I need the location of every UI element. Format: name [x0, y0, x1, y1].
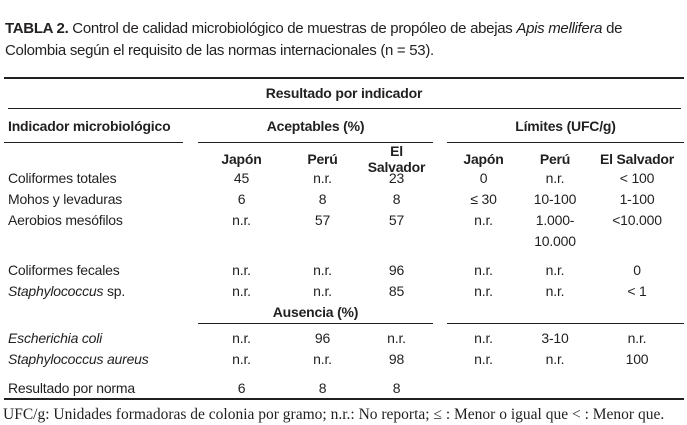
acceptables-underline	[198, 142, 433, 143]
row-label: Mohos y levaduras	[8, 191, 123, 207]
acceptables-group-header: Aceptables (%)	[266, 117, 365, 134]
group-underline-rules	[4, 142, 684, 143]
cell: 23	[388, 170, 405, 186]
indicator-underline	[4, 142, 183, 143]
country-subheader-row: Japón Perú El Salvador Japón Perú El Sal…	[4, 143, 684, 175]
table-row: Coliformes fecales n.r. n.r. 96 n.r. n.r…	[4, 260, 684, 281]
cell: 8	[318, 380, 327, 396]
cell: n.r.	[545, 351, 565, 367]
subheader-limits-japon: Japón	[463, 151, 504, 167]
row-label: Aerobios mesófilos	[8, 212, 123, 228]
row-label: Coliformes totales	[8, 170, 117, 186]
cell: < 100	[619, 170, 655, 186]
indicator-column-header: Indicador microbiológico	[8, 117, 171, 134]
limits-underline	[447, 142, 684, 143]
cell: n.r.	[474, 212, 493, 228]
paper-table-page: TABLA 2. Control de calidad microbiológi…	[0, 15, 687, 424]
cell: 8	[318, 191, 327, 207]
absence-section-header: Ausencia (%)	[272, 304, 359, 320]
subheader-acceptables-peru: Perú	[307, 151, 338, 167]
cell: n.r.	[474, 330, 493, 346]
cell: 96	[314, 330, 331, 346]
group-header-row: Indicador microbiológico Aceptables (%) …	[4, 109, 684, 142]
cell: n.r.	[313, 351, 332, 367]
cell: 1-100	[619, 191, 655, 207]
data-table: Resultado por indicador Indicador microb…	[4, 79, 684, 398]
cell: <10.000	[612, 212, 662, 228]
row-label: Coliformes fecales	[8, 262, 120, 278]
cell: n.r.	[313, 170, 332, 186]
cell: n.r.	[545, 170, 565, 186]
table-number: TABLA 2.	[5, 20, 69, 37]
cell: n.r.	[232, 351, 251, 367]
table-top-rule	[4, 77, 684, 79]
caption-text-pre: Control de calidad microbiológico de mue…	[68, 20, 517, 37]
cell: 10-100	[533, 191, 577, 207]
cell: n.r.	[474, 283, 493, 299]
table-row: Staphylococcus aureus n.r. n.r. 98 n.r. …	[4, 349, 684, 370]
section-header-row: Ausencia (%)	[4, 302, 684, 323]
absence-underline-left	[198, 323, 433, 324]
cell: 3-10	[541, 330, 569, 346]
cell: n.r.	[232, 330, 251, 346]
cell: n.r.	[313, 283, 332, 299]
row-label: Escherichia coli	[8, 330, 103, 346]
cell: 6	[237, 191, 246, 207]
subheader-limits-peru: Perú	[539, 151, 571, 167]
cell: 85	[388, 283, 405, 299]
cell: n.r.	[545, 283, 565, 299]
cell: 100	[625, 351, 649, 367]
row-label: Staphylococcus sp.	[8, 283, 126, 299]
table-row: Mohos y levaduras 6 8 8 ≤ 30 10-100 1-10…	[4, 189, 684, 210]
cell: 98	[388, 351, 405, 367]
table-spanning-header: Resultado por indicador	[265, 85, 423, 101]
row-label: Staphylococcus aureus	[8, 351, 149, 367]
cell: 0	[479, 170, 488, 186]
cell: ≤ 30	[470, 191, 497, 207]
cell: 1.000- 10.000	[534, 212, 576, 249]
subheader-acceptables-japon: Japón	[221, 151, 262, 167]
cell: 57	[388, 212, 405, 228]
cell: 6	[237, 380, 246, 396]
table-row: Resultado por norma 6 8 8	[4, 379, 684, 398]
species-name: Apis mellifera	[516, 20, 603, 37]
cell: n.r.	[627, 330, 647, 346]
table-row: Aerobios mesófilos n.r. 57 57 n.r. 1.000…	[4, 210, 684, 252]
table-footnote: UFC/g: Unidades formadoras de colonia po…	[3, 406, 665, 423]
header-rule	[8, 108, 681, 109]
subheader-limits-salvador: El Salvador	[599, 151, 675, 167]
cell: 0	[633, 262, 641, 278]
cell: n.r.	[313, 262, 332, 278]
table-caption: TABLA 2. Control de calidad microbiológi…	[0, 15, 687, 62]
cell: < 1	[627, 283, 647, 299]
limits-group-header: Límites (UFC/g)	[515, 117, 616, 134]
table-bottom-rule	[4, 398, 684, 400]
cell: 8	[392, 380, 401, 396]
cell: n.r.	[232, 212, 251, 228]
section-underline-rules	[4, 323, 684, 324]
cell: n.r.	[232, 283, 251, 299]
cell: n.r.	[545, 262, 565, 278]
caption-text-post: de Colombia según el requisito de las no…	[5, 20, 623, 59]
absence-underline-right	[447, 323, 684, 324]
cell: n.r.	[474, 351, 493, 367]
table-row: Staphylococcus sp. n.r. n.r. 85 n.r. n.r…	[4, 281, 684, 302]
cell: 57	[314, 212, 331, 228]
row-label: Resultado por norma	[8, 380, 135, 396]
table-row: Escherichia coli n.r. 96 n.r. n.r. 3-10 …	[4, 328, 684, 349]
cell: n.r.	[387, 330, 406, 346]
cell: n.r.	[232, 262, 251, 278]
cell: 45	[233, 170, 250, 186]
cell: n.r.	[474, 262, 493, 278]
table-row: Coliformes totales 45 n.r. 23 0 n.r. < 1…	[4, 168, 684, 189]
cell: 96	[388, 262, 405, 278]
subheader-acceptables-salvador: El Salvador	[367, 143, 426, 175]
cell: 8	[392, 191, 401, 207]
